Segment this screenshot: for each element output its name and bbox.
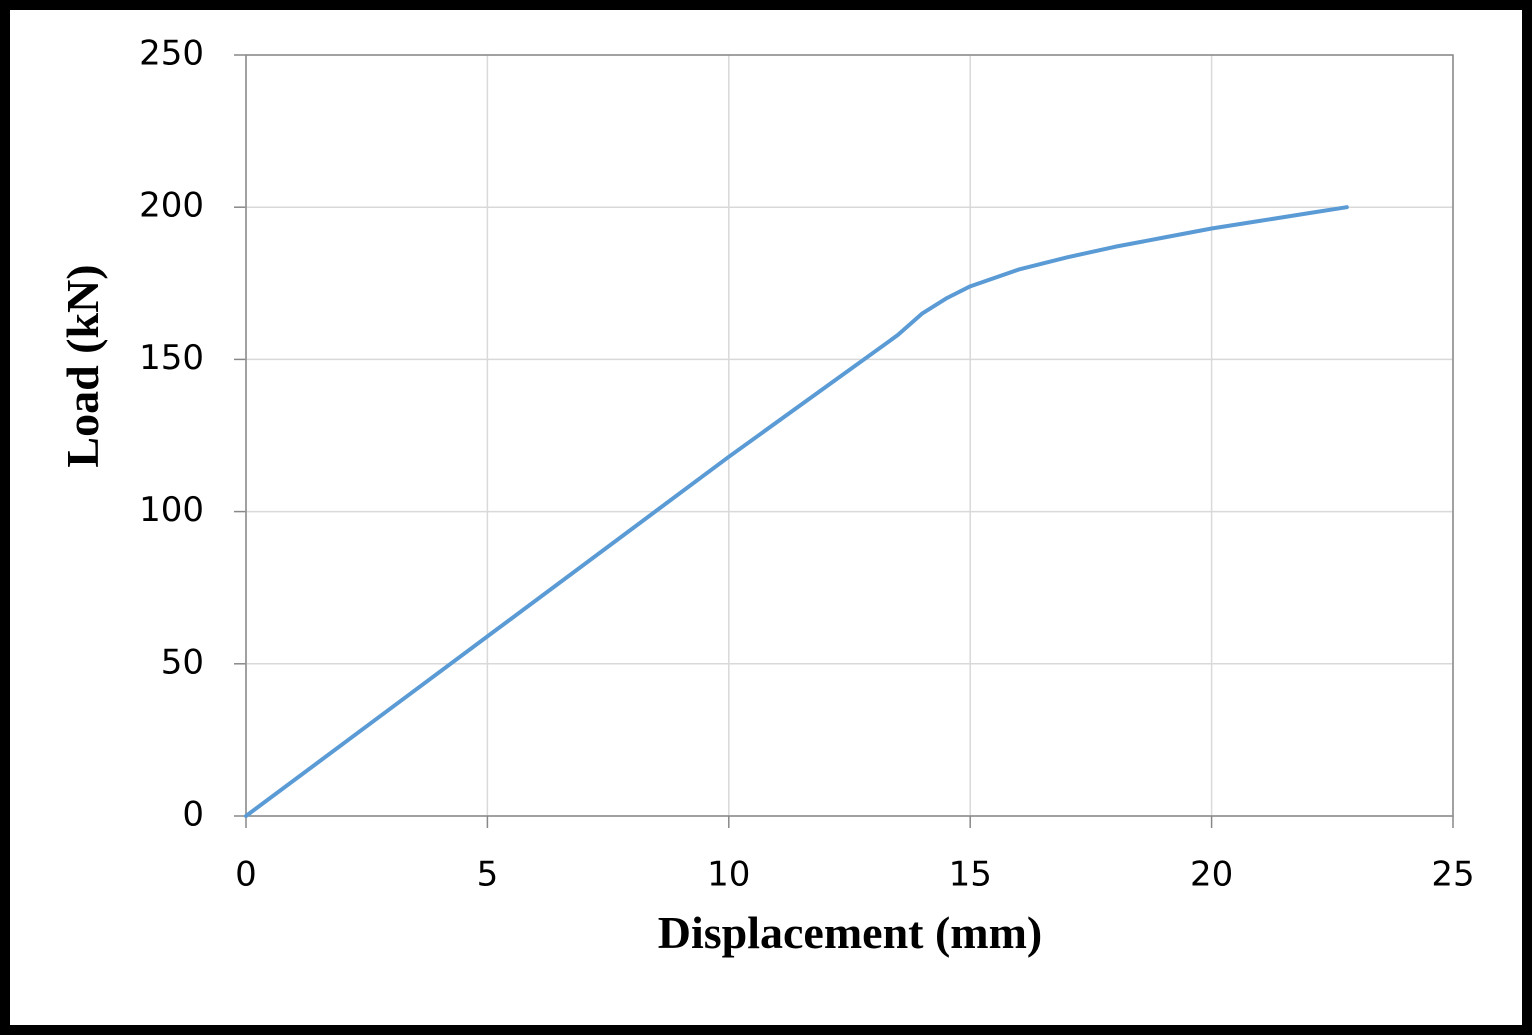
x-tick-label: 15 [949,855,992,895]
x-tick-label: 0 [235,855,257,895]
x-tick-label: 10 [707,855,750,895]
y-tick-label: 200 [139,186,204,226]
x-tick-label: 20 [1190,855,1233,895]
y-tick-label: 250 [139,34,204,74]
line [244,205,1349,818]
plot-border [245,54,1454,817]
x-tick-label: 5 [477,855,499,895]
y-tick-label: 0 [182,795,204,835]
y-tick-label: 150 [139,338,204,378]
x-tick-label: 25 [1431,855,1474,895]
y-tick-label: 100 [139,490,204,530]
y-axis-title: Load (kN) [57,264,108,467]
x-axis-title: Displacement (mm) [658,907,1043,958]
y-tick-label: 50 [161,642,204,682]
